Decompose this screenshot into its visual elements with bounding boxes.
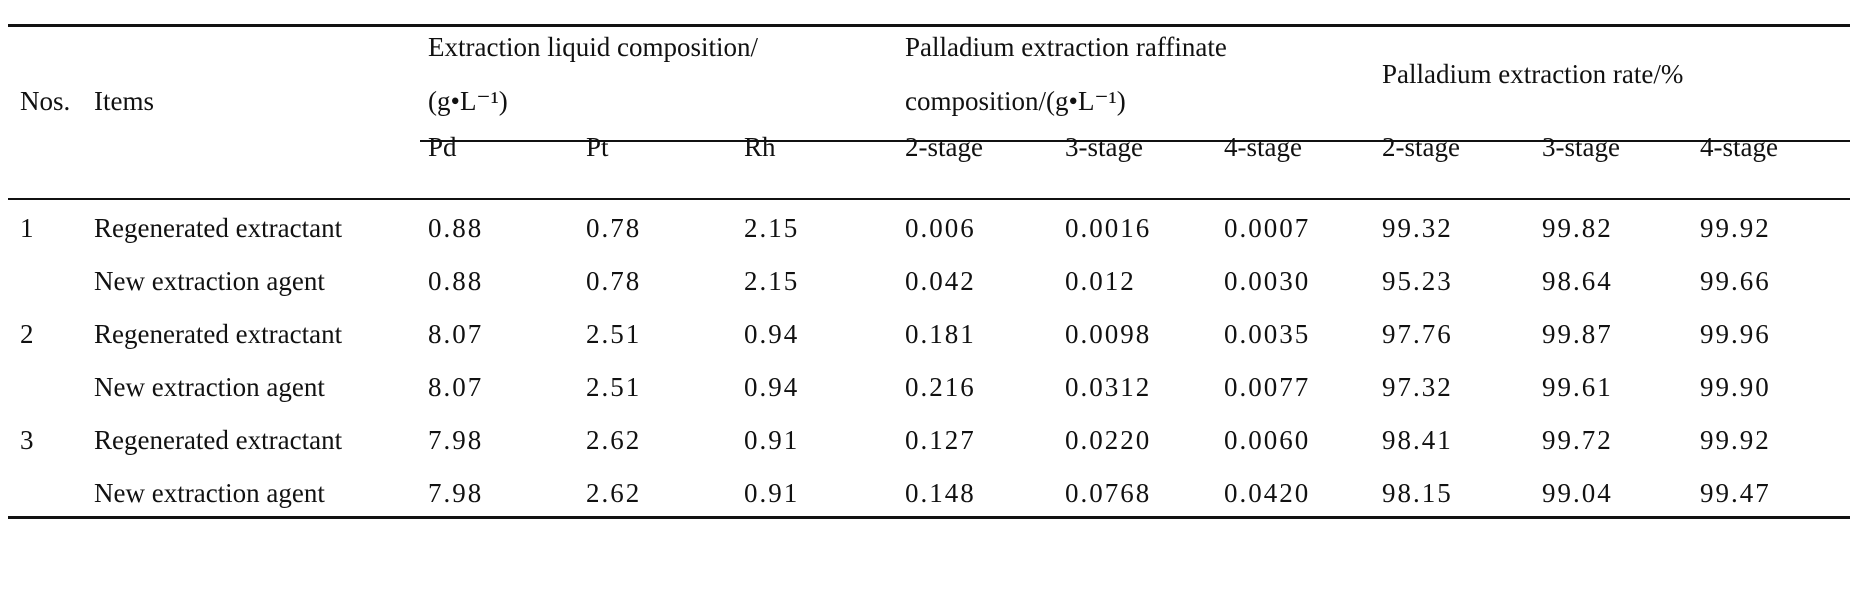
header-extraction-rate: Palladium extraction rate/% xyxy=(1382,59,1684,89)
row-number: 2 xyxy=(20,319,34,349)
row-item: Regenerated extractant xyxy=(94,213,343,243)
cell-raffinate-2-stage: 0.042 xyxy=(905,266,976,296)
cell-rh: 2.15 xyxy=(744,213,800,243)
cell-rate-4-stage: 99.92 xyxy=(1700,213,1771,243)
cell-raffinate-2-stage: 0.006 xyxy=(905,213,976,243)
cell-pd: 0.88 xyxy=(428,266,484,296)
cell-pd: 8.07 xyxy=(428,372,484,402)
cell-raffinate-4-stage: 0.0007 xyxy=(1224,213,1311,243)
subheader-rate-2-stage: 2-stage xyxy=(1382,132,1460,162)
cell-raffinate-4-stage: 0.0060 xyxy=(1224,425,1311,455)
cell-rate-4-stage: 99.90 xyxy=(1700,372,1771,402)
subheader-raffinate-3-stage: 3-stage xyxy=(1065,132,1143,162)
cell-pt: 2.62 xyxy=(586,425,642,455)
cell-rh: 0.94 xyxy=(744,372,800,402)
header-items: Items xyxy=(94,86,154,116)
cell-raffinate-4-stage: 0.0030 xyxy=(1224,266,1311,296)
cell-rate-2-stage: 98.41 xyxy=(1382,425,1453,455)
header-raffinate-line2: composition/(g•L⁻¹) xyxy=(905,86,1126,116)
cell-pt: 2.62 xyxy=(586,478,642,508)
subheader-raffinate-2-stage: 2-stage xyxy=(905,132,983,162)
cell-rate-2-stage: 98.15 xyxy=(1382,478,1453,508)
cell-pt: 2.51 xyxy=(586,372,642,402)
cell-pt: 0.78 xyxy=(586,213,642,243)
table-top-rule xyxy=(8,24,1850,27)
cell-raffinate-3-stage: 0.0312 xyxy=(1065,372,1152,402)
cell-rate-2-stage: 99.32 xyxy=(1382,213,1453,243)
cell-pt: 2.51 xyxy=(586,319,642,349)
cell-raffinate-2-stage: 0.181 xyxy=(905,319,976,349)
cell-raffinate-4-stage: 0.0420 xyxy=(1224,478,1311,508)
cell-rate-2-stage: 95.23 xyxy=(1382,266,1453,296)
header-extraction-liquid-line1: Extraction liquid composition/ xyxy=(428,32,758,62)
row-item: New extraction agent xyxy=(94,266,325,296)
subheader-pd: Pd xyxy=(428,132,457,162)
subheader-pt: Pt xyxy=(586,132,609,162)
cell-pt: 0.78 xyxy=(586,266,642,296)
subheader-rate-4-stage: 4-stage xyxy=(1700,132,1778,162)
cell-rh: 0.94 xyxy=(744,319,800,349)
cell-rh: 0.91 xyxy=(744,425,800,455)
cell-rate-2-stage: 97.76 xyxy=(1382,319,1453,349)
header-extraction-liquid-line2: (g•L⁻¹) xyxy=(428,86,508,116)
header-nos: Nos. xyxy=(20,86,71,116)
subheader-raffinate-4-stage: 4-stage xyxy=(1224,132,1302,162)
cell-raffinate-4-stage: 0.0077 xyxy=(1224,372,1311,402)
header-raffinate-line1: Palladium extraction raffinate xyxy=(905,32,1227,62)
cell-raffinate-3-stage: 0.0098 xyxy=(1065,319,1152,349)
table-bottom-rule xyxy=(8,516,1850,519)
cell-raffinate-2-stage: 0.127 xyxy=(905,425,976,455)
cell-rh: 0.91 xyxy=(744,478,800,508)
cell-rate-4-stage: 99.66 xyxy=(1700,266,1771,296)
cell-rate-2-stage: 97.32 xyxy=(1382,372,1453,402)
row-item: Regenerated extractant xyxy=(94,425,343,455)
subheader-rh: Rh xyxy=(744,132,776,162)
cell-raffinate-2-stage: 0.148 xyxy=(905,478,976,508)
cell-rh: 2.15 xyxy=(744,266,800,296)
cell-rate-3-stage: 99.72 xyxy=(1542,425,1613,455)
cell-raffinate-3-stage: 0.0768 xyxy=(1065,478,1152,508)
cell-rate-3-stage: 99.82 xyxy=(1542,213,1613,243)
row-item: New extraction agent xyxy=(94,478,325,508)
subheader-rate-3-stage: 3-stage xyxy=(1542,132,1620,162)
cell-rate-3-stage: 99.61 xyxy=(1542,372,1613,402)
cell-raffinate-3-stage: 0.0220 xyxy=(1065,425,1152,455)
cell-pd: 8.07 xyxy=(428,319,484,349)
cell-rate-4-stage: 99.96 xyxy=(1700,319,1771,349)
header-group-rule xyxy=(420,140,1850,142)
row-item: Regenerated extractant xyxy=(94,319,343,349)
cell-raffinate-2-stage: 0.216 xyxy=(905,372,976,402)
row-number: 3 xyxy=(20,425,34,455)
row-item: New extraction agent xyxy=(94,372,325,402)
cell-rate-3-stage: 99.04 xyxy=(1542,478,1613,508)
cell-rate-4-stage: 99.92 xyxy=(1700,425,1771,455)
cell-raffinate-3-stage: 0.012 xyxy=(1065,266,1136,296)
cell-pd: 0.88 xyxy=(428,213,484,243)
cell-pd: 7.98 xyxy=(428,478,484,508)
cell-rate-3-stage: 99.87 xyxy=(1542,319,1613,349)
cell-rate-3-stage: 98.64 xyxy=(1542,266,1613,296)
header-bottom-rule xyxy=(8,198,1850,200)
cell-raffinate-3-stage: 0.0016 xyxy=(1065,213,1152,243)
cell-rate-4-stage: 99.47 xyxy=(1700,478,1771,508)
cell-pd: 7.98 xyxy=(428,425,484,455)
cell-raffinate-4-stage: 0.0035 xyxy=(1224,319,1311,349)
row-number: 1 xyxy=(20,213,34,243)
